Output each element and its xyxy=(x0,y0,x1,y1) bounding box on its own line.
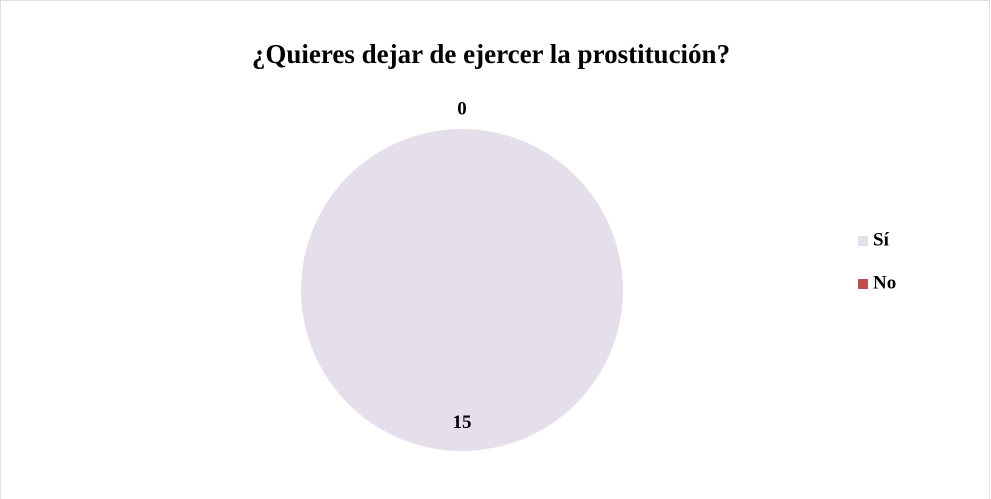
legend-label: No xyxy=(873,272,896,293)
legend-swatch xyxy=(858,279,868,289)
pie-slice xyxy=(301,129,623,451)
legend-swatch xyxy=(858,236,868,246)
data-label: 15 xyxy=(453,412,472,433)
chart-title: ¿Quieres dejar de ejercer la prostitució… xyxy=(252,39,730,69)
data-label: 0 xyxy=(457,98,467,119)
legend-label: Sí xyxy=(873,229,890,250)
